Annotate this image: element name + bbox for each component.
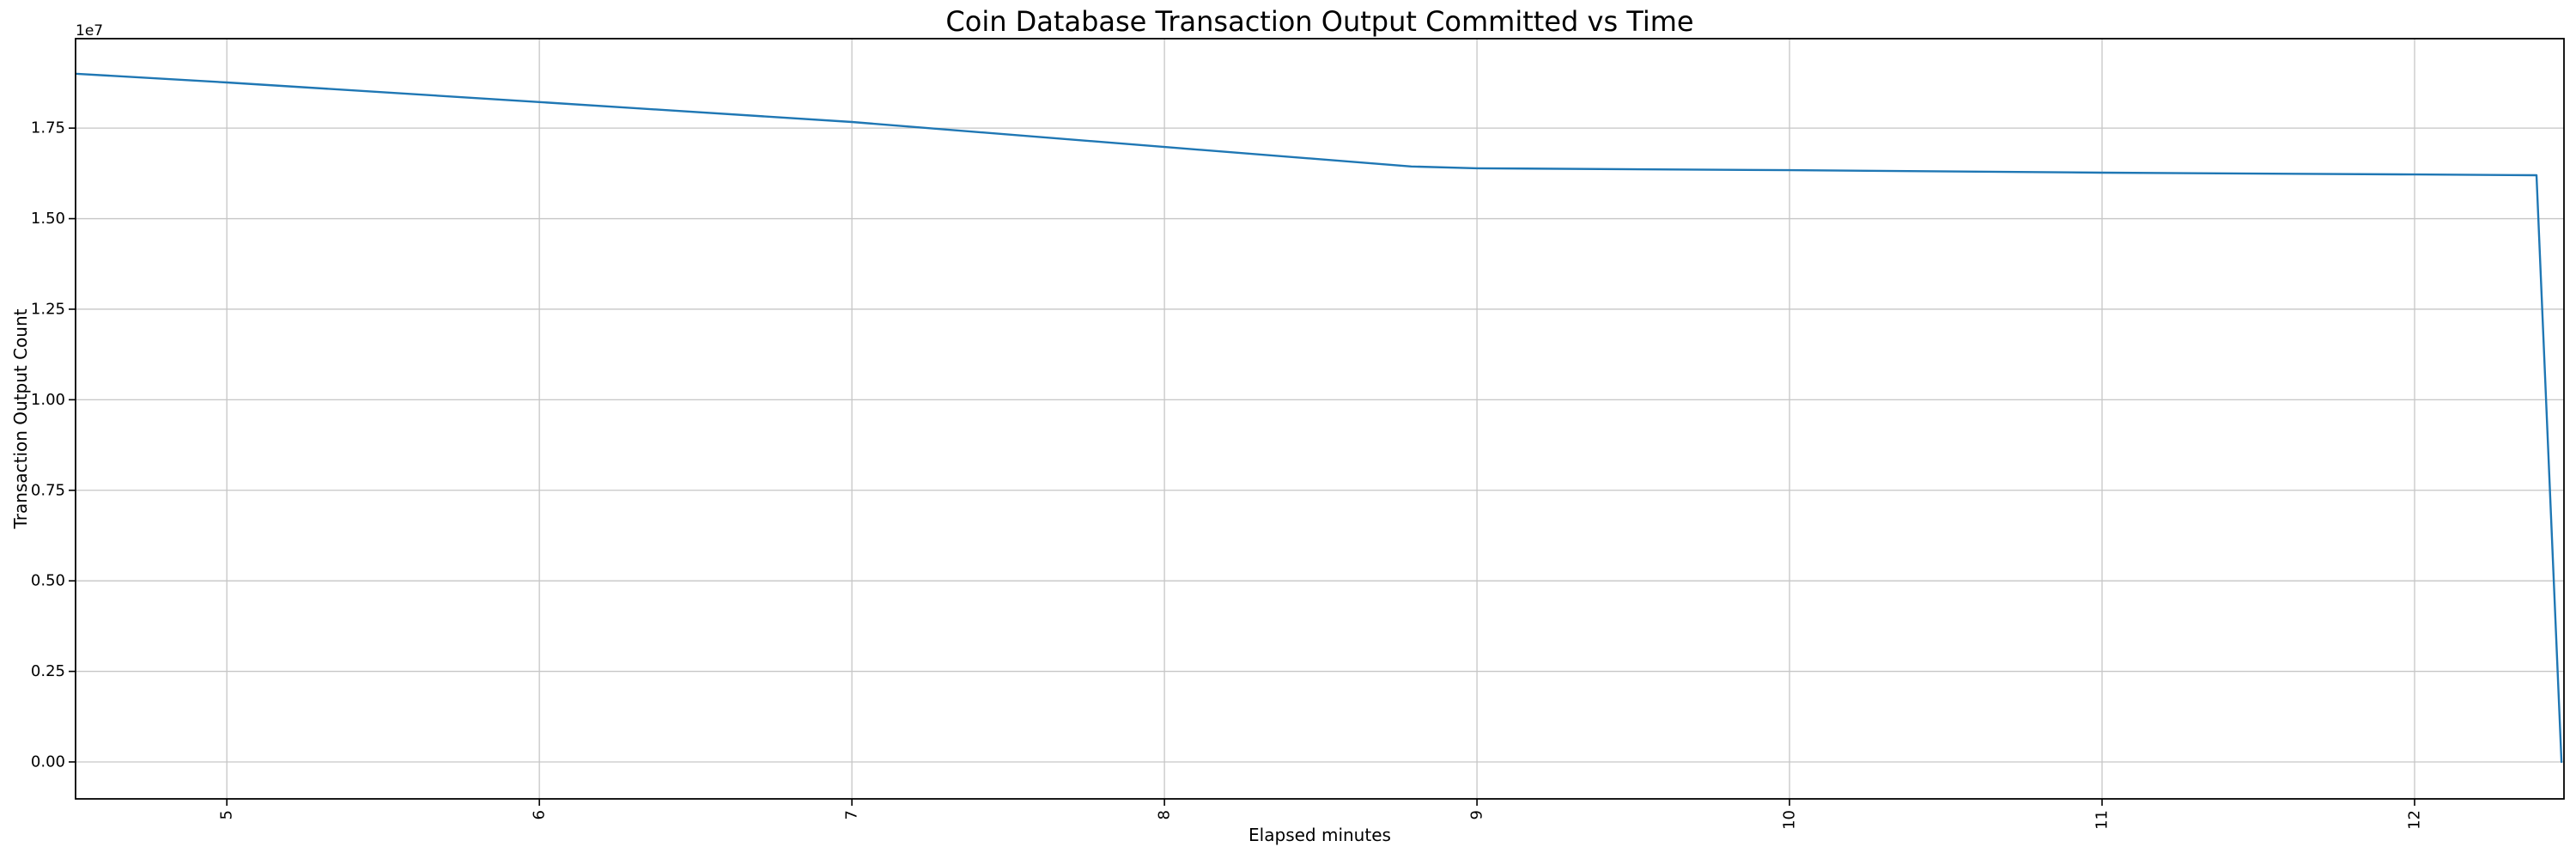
- y-tick-label: 1.00: [31, 391, 65, 409]
- data-line: [76, 72, 2563, 764]
- y-tick-label: 1.75: [31, 119, 65, 137]
- x-tick-labels: 5 6 7 8 9 10 11 12: [218, 810, 2424, 830]
- axis-ticks: [69, 127, 2415, 806]
- x-axis-label: Elapsed minutes: [1249, 825, 1391, 845]
- y-tick-label: 0.50: [31, 572, 65, 590]
- x-tick-label: 5: [218, 810, 236, 819]
- y-tick-label: 1.25: [31, 300, 65, 318]
- x-tick-label: 8: [1156, 810, 1174, 819]
- x-tick-label: 6: [531, 810, 549, 819]
- y-tick-label: 0.25: [31, 662, 65, 680]
- x-tick-label: 10: [1781, 810, 1799, 830]
- x-tick-label: 7: [843, 810, 861, 819]
- y-tick-labels: 0.00 0.25 0.50 0.75 1.00 1.25 1.50 1.75: [31, 119, 65, 771]
- plot-frame: [75, 38, 2565, 800]
- y-tick-label: 0.75: [31, 481, 65, 499]
- x-tick-label: 11: [2093, 810, 2111, 830]
- y-tick-label: 1.50: [31, 210, 65, 228]
- y-tick-label: 0.00: [31, 752, 65, 771]
- x-tick-label: 9: [1468, 810, 1486, 819]
- y-axis-offset-label: 1e7: [76, 22, 103, 40]
- x-tick-label: 12: [2406, 810, 2424, 830]
- gridlines: [76, 39, 2564, 799]
- chart-title: Coin Database Transaction Output Committ…: [945, 5, 1693, 38]
- y-axis-label: Transaction Output Count: [10, 308, 31, 529]
